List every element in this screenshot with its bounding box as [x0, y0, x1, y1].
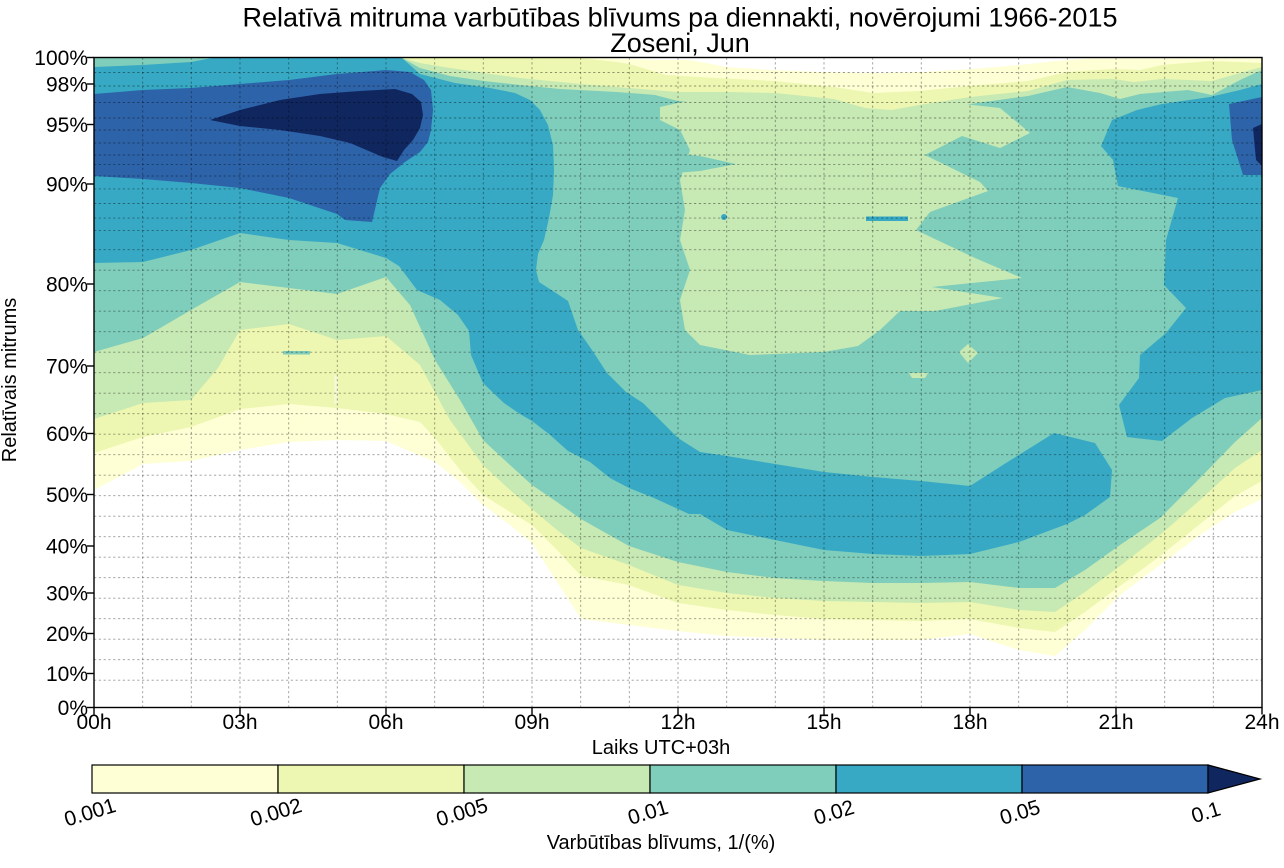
svg-text:90%: 90% [46, 174, 88, 197]
svg-text:24h: 24h [1244, 711, 1279, 734]
svg-text:50%: 50% [46, 484, 88, 507]
svg-text:Laiks UTC+03h: Laiks UTC+03h [592, 737, 730, 759]
svg-text:10%: 10% [46, 663, 88, 686]
svg-text:15h: 15h [806, 711, 841, 734]
svg-text:60%: 60% [46, 423, 88, 446]
svg-text:100%: 100% [34, 47, 88, 70]
svg-text:80%: 80% [46, 274, 88, 297]
svg-text:21h: 21h [1098, 711, 1133, 734]
svg-text:09h: 09h [514, 711, 549, 734]
svg-text:18h: 18h [952, 711, 987, 734]
svg-text:12h: 12h [660, 711, 695, 734]
svg-text:20%: 20% [46, 623, 88, 646]
svg-text:00h: 00h [76, 711, 111, 734]
svg-text:40%: 40% [46, 536, 88, 559]
svg-text:70%: 70% [46, 356, 88, 379]
svg-text:Relatīvā mitruma varbūtības bl: Relatīvā mitruma varbūtības blīvums pa d… [243, 3, 1118, 33]
svg-text:98%: 98% [46, 74, 88, 97]
svg-text:Varbūtības blīvums, 1/(%): Varbūtības blīvums, 1/(%) [547, 832, 776, 854]
svg-text:0%: 0% [58, 697, 88, 720]
svg-text:30%: 30% [46, 583, 88, 606]
svg-text:Relatīvais mitrums: Relatīvais mitrums [0, 298, 21, 462]
svg-text:95%: 95% [46, 114, 88, 137]
svg-text:06h: 06h [368, 711, 403, 734]
svg-text:03h: 03h [222, 711, 257, 734]
svg-text:Zoseni, Jun: Zoseni, Jun [610, 28, 750, 58]
